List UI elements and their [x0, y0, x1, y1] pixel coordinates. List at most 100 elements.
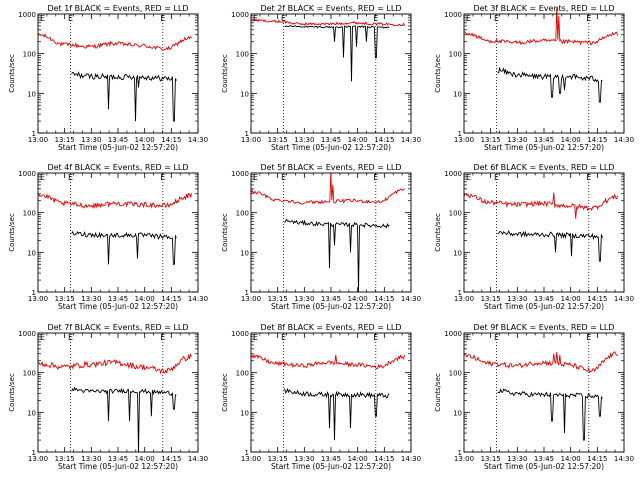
y-tick-label: 100 [236, 51, 249, 59]
series-events-line [497, 229, 603, 262]
x-tick-label: 13:30 [81, 136, 101, 144]
x-tick-label: 14:15 [161, 295, 181, 303]
x-tick-label: 14:00 [135, 455, 155, 463]
x-tick-label: 13:30 [81, 455, 101, 463]
plot-frame [463, 332, 625, 453]
series-lld-line [250, 18, 406, 27]
series-events-line [71, 71, 177, 122]
y-tick-label: 1000 [18, 170, 36, 178]
chart-title: Det 3f BLACK = Events, RED = LLD [473, 4, 614, 13]
y-tick-label: 10 [453, 90, 462, 98]
x-tick-label: 13:30 [507, 295, 527, 303]
x-tick-label: 14:00 [561, 136, 581, 144]
series-lld-line [463, 192, 619, 219]
x-tick-label: 14:30 [401, 136, 421, 144]
series-lld-line [37, 192, 193, 210]
chart-title: Det 9f BLACK = Events, RED = LLD [473, 323, 614, 332]
y-tick-label: 100 [449, 51, 462, 59]
time-marker-label: E [494, 333, 499, 342]
y-tick-label: 10 [453, 249, 462, 257]
x-tick-label: 13:45 [108, 136, 128, 144]
x-tick-label: 14:00 [348, 455, 368, 463]
chart-title: Det 5f BLACK = Events, RED = LLD [260, 163, 401, 172]
x-tick-label: 13:00 [454, 136, 474, 144]
y-tick-label: 1000 [18, 330, 36, 338]
time-marker-label: E [160, 14, 165, 23]
time-marker-label: E [466, 14, 471, 23]
x-tick-label: 14:30 [614, 455, 634, 463]
time-marker-label: E [68, 14, 73, 23]
y-axis-label: Counts/sec [221, 373, 229, 412]
x-axis-label: Start Time (05-Jun-02 12:57:20) [271, 462, 391, 471]
x-tick-label: 14:30 [614, 295, 634, 303]
x-tick-label: 13:45 [321, 136, 341, 144]
y-tick-label: 1 [245, 130, 249, 138]
y-tick-label: 1000 [231, 330, 249, 338]
x-tick-label: 13:00 [241, 455, 261, 463]
x-tick-label: 14:30 [401, 295, 421, 303]
chart-panel-7: Det 7f BLACK = Events, RED = LLD 1 10 100 10… [8, 323, 208, 471]
y-tick-label: 100 [23, 370, 36, 378]
x-tick-label: 13:15 [481, 295, 501, 303]
y-tick-label: 100 [449, 370, 462, 378]
x-tick-label: 13:00 [28, 455, 48, 463]
x-tick-label: 14:15 [374, 455, 394, 463]
x-tick-label: 14:00 [561, 455, 581, 463]
x-tick-label: 14:15 [587, 136, 607, 144]
x-tick-label: 14:15 [374, 295, 394, 303]
x-tick-label: 13:30 [81, 295, 101, 303]
y-tick-label: 1 [32, 130, 36, 138]
chart-panel-3: Det 3f BLACK = Events, RED = LLD 1 10 100 10… [434, 4, 634, 152]
y-tick-label: 100 [23, 210, 36, 218]
y-tick-label: 1000 [231, 11, 249, 19]
x-tick-label: 13:45 [534, 295, 554, 303]
x-tick-label: 14:30 [188, 295, 208, 303]
y-axis-label: Counts/sec [434, 213, 442, 252]
x-tick-label: 13:00 [28, 295, 48, 303]
y-axis-label: Counts/sec [8, 373, 16, 412]
y-axis-label: Counts/sec [434, 54, 442, 93]
x-tick-label: 13:15 [268, 455, 288, 463]
chart-title: Det 2f BLACK = Events, RED = LLD [260, 4, 401, 13]
x-tick-label: 13:30 [294, 136, 314, 144]
chart-panel-1: Det 1f BLACK = Events, RED = LLD 1 10 100 10… [8, 4, 208, 152]
chart-title: Det 4f BLACK = Events, RED = LLD [47, 163, 188, 172]
x-tick-label: 13:45 [108, 295, 128, 303]
y-axis-label: Counts/sec [221, 213, 229, 252]
time-marker-label: E [253, 333, 258, 342]
chart-title: Det 7f BLACK = Events, RED = LLD [47, 323, 188, 332]
series-lld-line [463, 6, 619, 46]
x-tick-label: 14:15 [161, 136, 181, 144]
y-tick-label: 1000 [231, 170, 249, 178]
y-tick-label: 1 [245, 449, 249, 457]
y-axis-label: Counts/sec [8, 213, 16, 252]
y-tick-label: 10 [27, 409, 36, 417]
plot-frame [463, 172, 625, 293]
x-tick-label: 13:45 [534, 136, 554, 144]
chart-panel-8: Det 8f BLACK = Events, RED = LLD 1 10 100 10… [221, 323, 421, 471]
y-tick-label: 1 [458, 130, 462, 138]
y-tick-label: 10 [240, 409, 249, 417]
x-axis-label: Start Time (05-Jun-02 12:57:20) [484, 143, 604, 152]
series-events-line [71, 230, 177, 265]
x-tick-label: 14:15 [161, 455, 181, 463]
x-axis-label: Start Time (05-Jun-02 12:57:20) [484, 302, 604, 311]
time-marker-label: E [494, 173, 499, 182]
chart-panel-6: Det 6f BLACK = Events, RED = LLD 1 10 100 10… [434, 163, 634, 311]
plot-frame [463, 13, 625, 134]
y-tick-label: 1 [32, 289, 36, 297]
y-tick-label: 1 [32, 449, 36, 457]
x-tick-label: 13:15 [481, 136, 501, 144]
x-axis-label: Start Time (05-Jun-02 12:57:20) [58, 302, 178, 311]
x-axis-label: Start Time (05-Jun-02 12:57:20) [271, 302, 391, 311]
y-axis-label: Counts/sec [221, 54, 229, 93]
time-marker-label: E [373, 333, 378, 342]
x-tick-label: 14:15 [587, 295, 607, 303]
time-marker-label: E [494, 14, 499, 23]
y-axis-label: Counts/sec [434, 373, 442, 412]
y-tick-label: 100 [236, 210, 249, 218]
x-axis-label: Start Time (05-Jun-02 12:57:20) [58, 462, 178, 471]
x-tick-label: 14:15 [374, 136, 394, 144]
x-tick-label: 13:15 [55, 295, 75, 303]
